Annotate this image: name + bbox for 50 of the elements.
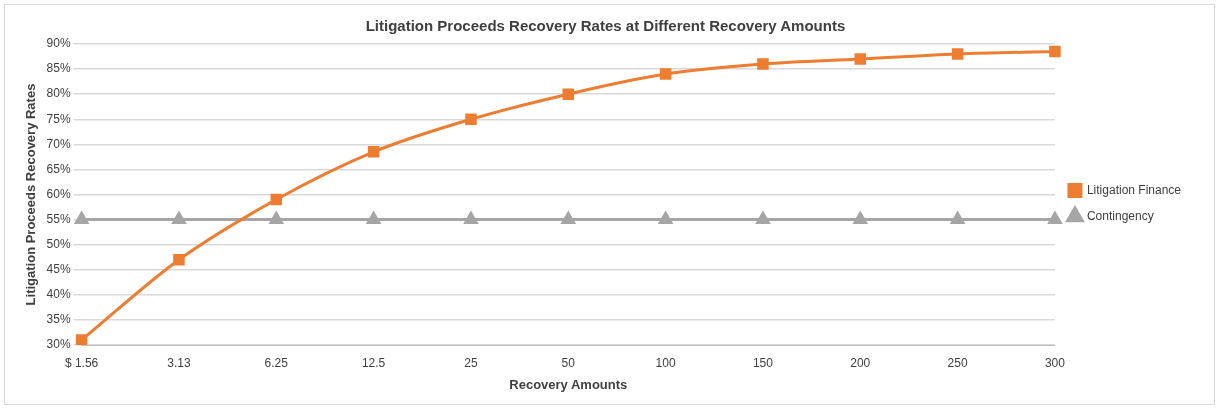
chart-title: Litigation Proceeds Recovery Rates at Different Recovery Amounts bbox=[365, 17, 846, 35]
point bbox=[1048, 212, 1062, 225]
x-tick-label: $ 1.56 bbox=[64, 355, 99, 370]
point bbox=[950, 212, 965, 225]
x-tick-label: 12.5 bbox=[361, 355, 386, 370]
point bbox=[853, 212, 867, 225]
y-tick-label: 50% bbox=[46, 236, 71, 251]
x-tick-label: 25 bbox=[464, 355, 478, 370]
point bbox=[659, 68, 672, 80]
point bbox=[464, 212, 478, 225]
y-tick-label: 60% bbox=[46, 186, 71, 201]
x-tick-label: 150 bbox=[752, 355, 774, 370]
y-tick-label: 70% bbox=[46, 136, 71, 151]
x-tick-label: 50 bbox=[561, 355, 576, 370]
point bbox=[367, 146, 380, 158]
y-tick-label: 85% bbox=[46, 61, 71, 76]
point bbox=[562, 88, 575, 100]
y-tick-label: 75% bbox=[46, 111, 71, 126]
point bbox=[1049, 45, 1061, 58]
y-tick-label: 65% bbox=[46, 161, 71, 176]
x-axis-title: Recovery Amounts bbox=[509, 376, 628, 392]
point bbox=[757, 58, 769, 70]
point bbox=[561, 212, 575, 225]
point bbox=[74, 212, 89, 225]
point bbox=[172, 212, 186, 225]
legend-label: Litigation Finance bbox=[1086, 182, 1182, 197]
point bbox=[269, 212, 283, 225]
y-tick-label: 45% bbox=[46, 262, 71, 277]
x-tick-label: 300 bbox=[1044, 355, 1066, 370]
point bbox=[951, 48, 964, 60]
point bbox=[756, 212, 770, 225]
y-tick-label: 80% bbox=[46, 86, 71, 101]
y-axis-title: Litigation Proceeds Recovery Rates bbox=[23, 83, 39, 306]
point bbox=[366, 212, 381, 225]
point bbox=[270, 193, 283, 206]
y-tick-label: 35% bbox=[46, 312, 71, 327]
y-tick-label: 30% bbox=[46, 337, 71, 352]
y-tick-label: 90% bbox=[46, 36, 71, 51]
point bbox=[854, 53, 867, 65]
x-tick-label: 100 bbox=[655, 355, 676, 370]
point bbox=[658, 212, 673, 225]
y-tick-label: 40% bbox=[46, 287, 71, 302]
x-tick-label: 3.13 bbox=[167, 355, 191, 370]
legend-label: Contingency bbox=[1086, 208, 1154, 223]
point bbox=[465, 113, 477, 125]
x-tick-label: 6.25 bbox=[264, 355, 289, 370]
x-tick-label: 250 bbox=[947, 355, 968, 370]
y-tick-label: 55% bbox=[46, 211, 71, 226]
x-tick-label: 200 bbox=[850, 355, 871, 370]
point bbox=[173, 253, 185, 266]
